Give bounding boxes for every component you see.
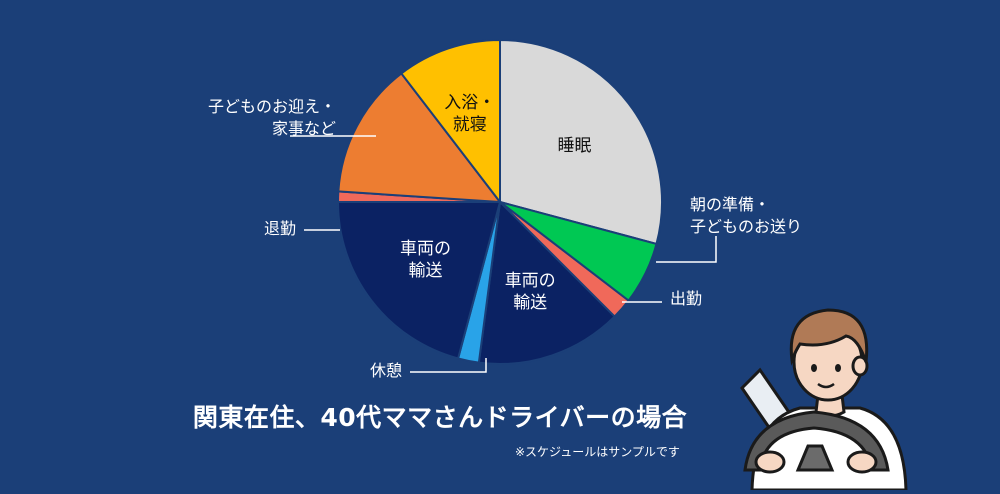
slice-label: 休憩 [370,361,402,380]
slice-label: 車両の [400,239,451,259]
pie-slice [477,199,616,365]
leader-line [656,236,717,263]
leader-lines [290,135,717,373]
slice-label: 就寝 [453,114,487,135]
slice-labels: 睡眠朝の準備・子どものお送り出勤車両の輸送休憩車両の輸送退勤子どものお迎え・家事… [208,93,802,380]
pie-slice [499,38,663,246]
pie-slice [336,201,502,360]
slice-label: 入浴・ [444,93,495,113]
slice-label: 退勤 [264,219,296,238]
slice-label: 朝の準備・ [690,195,770,214]
slice-label: 輸送 [408,261,442,281]
slice-label: 車両の [505,271,556,291]
chart-title: 関東在住、40代ママさんドライバーの場合 [192,403,688,432]
pie-slice [399,38,501,205]
slice-label: 出勤 [670,289,702,308]
slice-label: 子どものお迎え・ [208,97,336,116]
slice-label: 家事など [272,119,336,138]
slice-label: 子どものお送り [690,217,802,236]
leader-line [410,358,487,373]
pie-slice [337,72,503,204]
slice-label: 睡眠 [558,136,592,156]
sample-note: ※スケジュールはサンプルです [515,445,680,459]
driver-at-steering-wheel-icon [740,308,908,492]
pie-slices [336,38,663,365]
slice-label: 輸送 [513,293,547,313]
